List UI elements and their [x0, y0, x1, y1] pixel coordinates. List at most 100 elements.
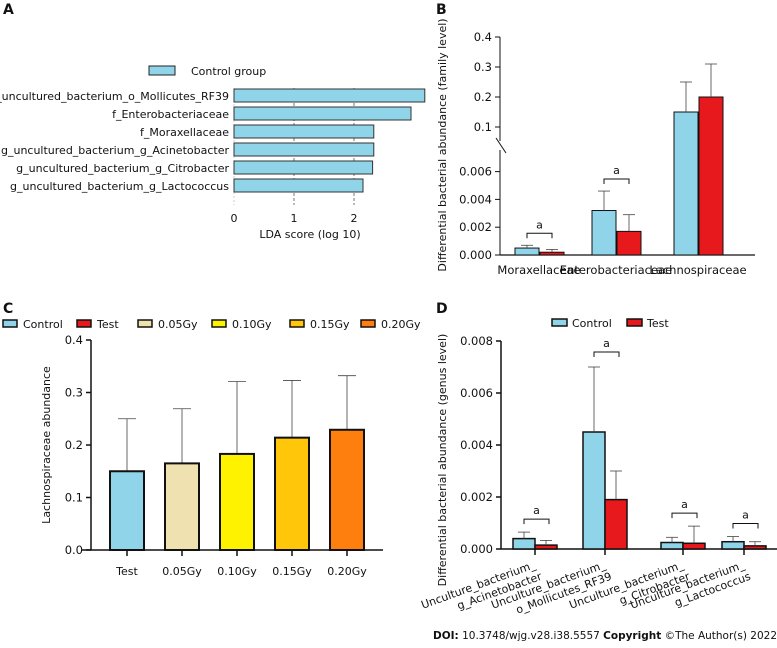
- x-axis-label: LDA score (log 10): [259, 228, 360, 241]
- x-tick-label: 2: [351, 212, 358, 225]
- y-tick-label: 0.2: [474, 90, 492, 104]
- legend-label: Control: [572, 317, 612, 330]
- y-tick-label: 0.2: [65, 438, 83, 452]
- panel-label-d: D: [436, 301, 448, 317]
- legend-label: Test: [96, 318, 119, 331]
- y-tick-label: 0.002: [459, 220, 492, 234]
- significance-bracket: [671, 512, 698, 519]
- bar-test: [743, 545, 767, 550]
- y-tick-label: 0.4: [65, 333, 83, 347]
- bar-control: [721, 540, 745, 550]
- x-category-label: Lachnospiraceae: [649, 263, 746, 277]
- bar-test: [682, 542, 706, 550]
- axis-break-mark: [495, 137, 507, 154]
- legend-label: 0.15Gy: [310, 318, 350, 331]
- y-tick-label: 0.002: [460, 490, 493, 504]
- significance-bracket: [603, 178, 630, 185]
- y-tick-label: 0.0: [65, 543, 83, 557]
- bar-control: [582, 431, 606, 550]
- panel-label-c: C: [3, 301, 13, 317]
- x-tick-label: 0: [231, 212, 238, 225]
- doi-value: 10.3748/wjg.v28.i38.5557: [462, 630, 600, 642]
- bar-test: [604, 498, 628, 550]
- bar-control: [673, 111, 699, 256]
- legend-swatch: [2, 319, 18, 328]
- bar: [329, 428, 365, 551]
- x-category-label: 0.10Gy: [217, 565, 257, 578]
- legend-swatch: [289, 319, 305, 328]
- bar: [219, 452, 255, 551]
- legend-swatch-control-group: [148, 65, 176, 76]
- y-tick-label: 0.3: [474, 60, 492, 74]
- x-tick-label: 1: [291, 212, 298, 225]
- category-label: g_uncultured_bacterium_g_Citrobacter: [16, 162, 229, 175]
- bar: [164, 462, 200, 551]
- legend-swatch: [551, 318, 568, 327]
- copyright-label: Copyright: [603, 630, 661, 642]
- y-tick-label: 0.000: [459, 248, 492, 262]
- category-label: f_Moraxellaceae: [140, 126, 229, 139]
- legend-swatch: [360, 319, 376, 328]
- bar-control: [660, 541, 684, 550]
- significance-bracket-label: a: [681, 498, 688, 511]
- panel-a-lda-chart: Control group g_uncultured_bacterium_o_Mo…: [0, 65, 426, 241]
- x-category-label: Enterobacteriaceae: [560, 263, 672, 277]
- bar-control: [512, 537, 536, 550]
- panel-c-lachnospiraceae-chart: Control Test 0.05Gy 0.10Gy 0.15Gy 0.20Gy 0.0 0.…: [2, 318, 421, 578]
- bar: [109, 470, 145, 551]
- lda-bar: [233, 88, 426, 103]
- x-category-label: Test: [115, 565, 138, 578]
- lda-bar: [233, 178, 364, 193]
- legend-label: 0.05Gy: [158, 318, 198, 331]
- legend-label: Test: [646, 317, 669, 330]
- category-label: g_uncultured_bacterium_o_Mollicutes_RF39: [0, 90, 229, 103]
- y-axis-label: Differential bacterial abundance (family…: [436, 18, 449, 271]
- significance-bracket-label: a: [742, 509, 749, 522]
- category-label: g_uncultured_bacterium_g_Lactococcus: [10, 180, 229, 193]
- significance-bracket-label: a: [533, 504, 540, 517]
- copyright-value: ©The Author(s) 2022.: [665, 630, 777, 642]
- y-tick-label: 0.008: [460, 334, 493, 348]
- panel-b-family-chart: 0.1 0.2 0.3 0.4 0.000 0.002 0.004 0.006 Differen…: [436, 18, 755, 277]
- legend-swatch: [76, 319, 92, 328]
- significance-bracket-label: a: [603, 337, 610, 350]
- x-category-label: 0.20Gy: [327, 565, 367, 578]
- significance-bracket: [526, 232, 553, 239]
- lda-bar: [233, 106, 412, 121]
- y-tick-label: 0.1: [474, 120, 492, 134]
- significance-bracket-label: a: [536, 218, 543, 231]
- significance-bracket-label: a: [613, 164, 620, 177]
- y-tick-label: 0.004: [460, 438, 493, 452]
- bar-control: [591, 210, 617, 256]
- doi-label: DOI:: [433, 630, 459, 642]
- panel-label-b: B: [436, 2, 447, 18]
- y-tick-label: 0.004: [459, 192, 492, 206]
- lda-bar: [233, 160, 374, 175]
- panel-d-genus-chart: Control Test 0.000 0.002 0.004 0.006 0.008 Diff…: [419, 317, 777, 617]
- lda-bar: [233, 142, 375, 157]
- category-label: f_Enterobacteriaceae: [112, 108, 229, 121]
- y-axis-label: Lachnospiraceae abundance: [40, 366, 53, 524]
- legend-label: 0.20Gy: [381, 318, 421, 331]
- bar-control: [514, 247, 540, 256]
- bar: [274, 436, 310, 551]
- bar-test: [539, 251, 565, 256]
- legend-swatch: [626, 318, 643, 327]
- y-tick-label: 0.4: [474, 30, 492, 44]
- y-tick-label: 0.3: [65, 386, 83, 400]
- lda-bar: [233, 124, 375, 139]
- x-category-label: 0.15Gy: [272, 565, 312, 578]
- y-axis-label: Differential bacterial abundance (genus …: [436, 334, 449, 587]
- significance-bracket: [523, 518, 550, 525]
- significance-bracket: [593, 351, 620, 357]
- legend-swatch: [137, 319, 153, 328]
- bar-test: [616, 230, 642, 256]
- bar-test: [698, 96, 724, 256]
- x-category-label: 0.05Gy: [162, 565, 202, 578]
- footer-doi: DOI: 10.3748/wjg.v28.i38.5557 Copyright …: [433, 630, 777, 642]
- y-tick-label: 0.000: [460, 542, 493, 556]
- bar-test: [534, 544, 558, 550]
- x-category-label: Moraxellaceae: [497, 263, 580, 277]
- significance-bracket: [732, 523, 759, 529]
